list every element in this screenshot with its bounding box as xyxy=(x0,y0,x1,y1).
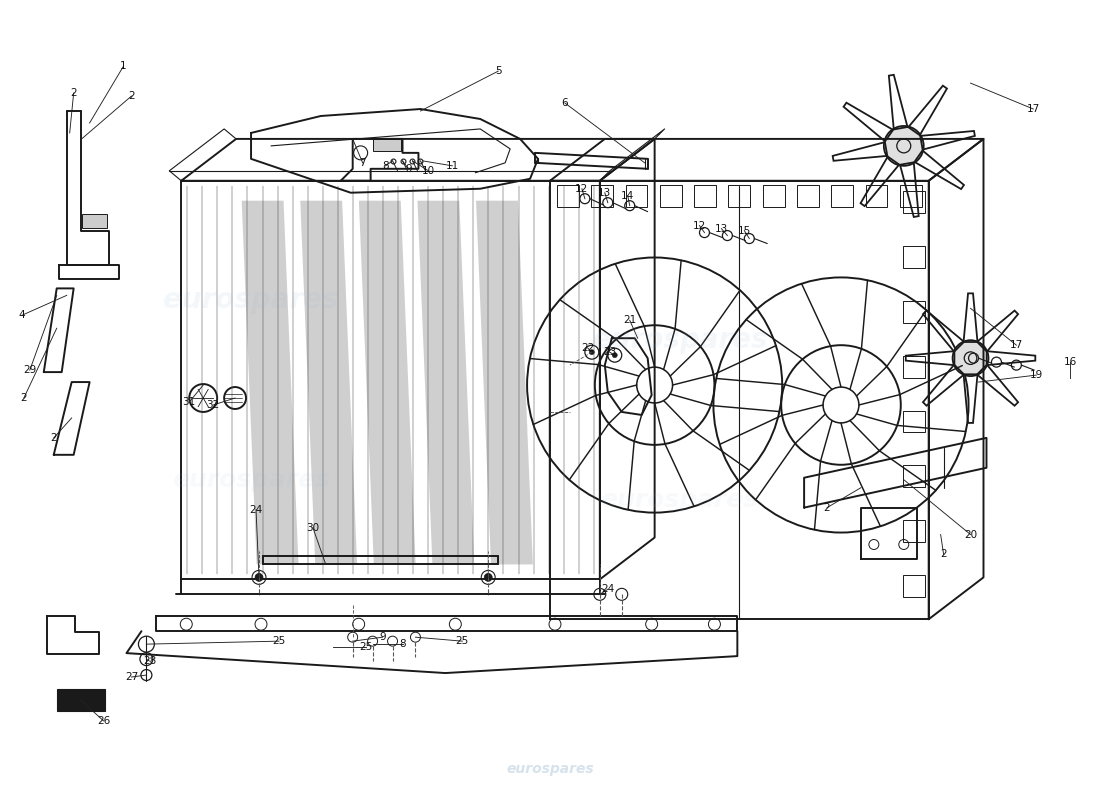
Text: 29: 29 xyxy=(23,365,36,375)
Bar xyxy=(903,246,925,268)
Text: 8: 8 xyxy=(383,161,389,171)
Text: 1: 1 xyxy=(120,61,127,71)
Bar xyxy=(592,185,613,206)
Polygon shape xyxy=(81,214,107,228)
Text: 4: 4 xyxy=(19,310,25,320)
Text: 21: 21 xyxy=(623,315,636,326)
Text: 28: 28 xyxy=(143,656,156,666)
Text: 5: 5 xyxy=(495,66,502,76)
Bar xyxy=(557,185,579,206)
Text: 8: 8 xyxy=(399,639,406,649)
Circle shape xyxy=(255,574,263,582)
Text: 17: 17 xyxy=(1026,104,1039,114)
Bar xyxy=(903,521,925,542)
Text: 20: 20 xyxy=(964,530,977,539)
Text: 27: 27 xyxy=(124,672,139,682)
Polygon shape xyxy=(300,201,358,565)
Text: 19: 19 xyxy=(1030,370,1043,380)
Circle shape xyxy=(883,126,924,166)
Text: 11: 11 xyxy=(446,161,459,171)
Text: 14: 14 xyxy=(621,190,635,201)
Bar xyxy=(903,410,925,433)
Text: eurospares: eurospares xyxy=(506,762,594,776)
Circle shape xyxy=(613,353,617,358)
Text: 12: 12 xyxy=(693,221,706,230)
Text: 24: 24 xyxy=(602,584,615,594)
Bar xyxy=(57,689,104,711)
Bar xyxy=(903,466,925,487)
Text: 26: 26 xyxy=(97,716,110,726)
Bar xyxy=(903,355,925,378)
Circle shape xyxy=(590,350,594,354)
Text: 2: 2 xyxy=(21,393,28,403)
Text: 17: 17 xyxy=(1010,340,1023,350)
Text: 12: 12 xyxy=(575,184,589,194)
Text: eurospares: eurospares xyxy=(601,488,759,512)
Bar xyxy=(903,190,925,213)
Bar xyxy=(903,301,925,322)
Bar xyxy=(796,185,818,206)
Text: 2: 2 xyxy=(51,433,57,443)
Text: 13: 13 xyxy=(715,223,728,234)
Text: 31: 31 xyxy=(183,397,196,407)
Text: eurospares: eurospares xyxy=(592,326,768,354)
Text: 9: 9 xyxy=(405,164,411,174)
Polygon shape xyxy=(476,201,532,565)
Bar xyxy=(866,185,888,206)
Polygon shape xyxy=(418,201,474,565)
Text: 2: 2 xyxy=(940,550,947,559)
Text: 32: 32 xyxy=(207,400,220,410)
Text: 6: 6 xyxy=(562,98,569,108)
Bar xyxy=(694,185,716,206)
Text: 22: 22 xyxy=(581,343,594,353)
Text: 25: 25 xyxy=(359,642,372,652)
Text: 2: 2 xyxy=(824,502,830,513)
Bar xyxy=(626,185,648,206)
Bar xyxy=(832,185,854,206)
Text: 25: 25 xyxy=(455,636,469,646)
Text: 10: 10 xyxy=(422,166,435,176)
Text: 23: 23 xyxy=(603,347,616,357)
Text: 7: 7 xyxy=(360,158,366,168)
Bar xyxy=(660,185,682,206)
Bar xyxy=(762,185,784,206)
Text: 24: 24 xyxy=(250,505,263,514)
Text: 2: 2 xyxy=(70,88,77,98)
Bar xyxy=(728,185,750,206)
Polygon shape xyxy=(242,201,298,565)
Text: 9: 9 xyxy=(379,632,386,642)
Bar xyxy=(903,575,925,598)
Text: 16: 16 xyxy=(1064,357,1077,367)
Polygon shape xyxy=(373,139,400,151)
Polygon shape xyxy=(359,201,416,565)
Text: 13: 13 xyxy=(598,188,612,198)
Circle shape xyxy=(953,340,989,376)
Text: eurospares: eurospares xyxy=(172,468,330,492)
Text: 25: 25 xyxy=(273,636,286,646)
Circle shape xyxy=(484,574,492,582)
Text: eurospares: eurospares xyxy=(163,286,339,314)
Text: 30: 30 xyxy=(306,522,319,533)
Text: 15: 15 xyxy=(738,226,751,235)
Bar xyxy=(900,185,922,206)
Text: 2: 2 xyxy=(128,91,135,101)
